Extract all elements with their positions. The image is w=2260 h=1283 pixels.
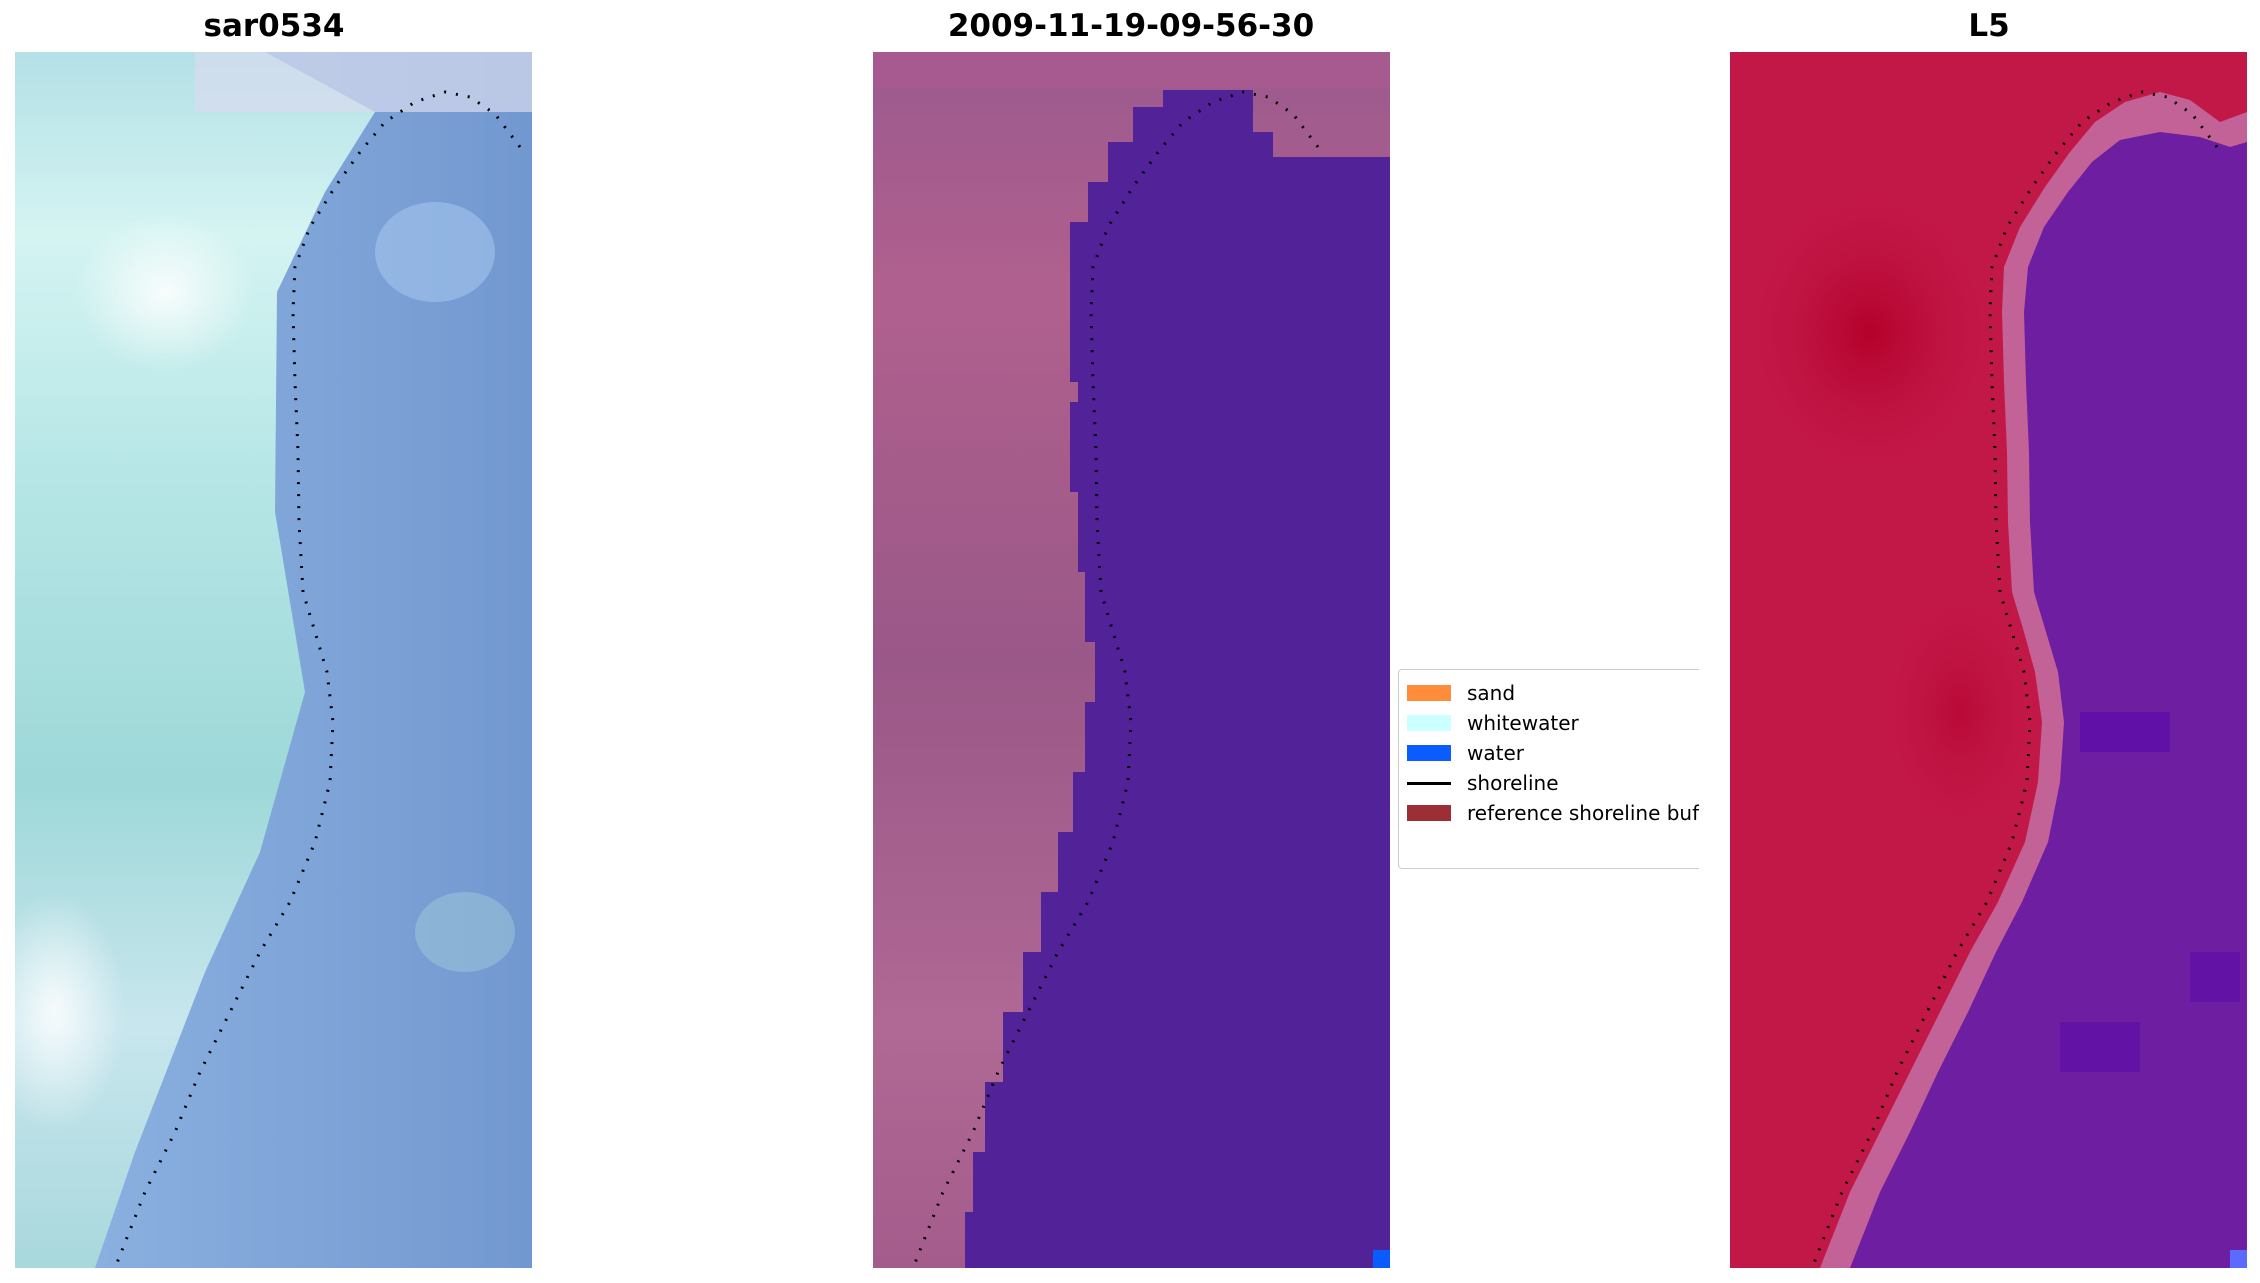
legend-label: shoreline <box>1467 771 1559 795</box>
panel-title-rgb: sar0534 <box>203 8 345 44</box>
rgb-image-panel <box>15 52 532 1268</box>
legend-swatch-reference-buffer <box>1407 805 1451 821</box>
panel-title-classified: 2009-11-19-09-56-30 <box>947 8 1315 44</box>
legend-item-shoreline: shoreline <box>1407 770 1559 796</box>
legend-item-reference-buffer: reference shoreline buffer <box>1407 800 1699 826</box>
legend-swatch-water <box>1407 745 1451 761</box>
rgb-image <box>15 52 532 1268</box>
legend: sand whitewater water shoreline referenc… <box>1398 669 1699 869</box>
index-image <box>1730 52 2247 1268</box>
legend-label: water <box>1467 741 1524 765</box>
panel-title-index: L5 <box>1968 8 2010 44</box>
legend-label: sand <box>1467 681 1516 705</box>
legend-label: reference shoreline buffer <box>1467 801 1699 825</box>
legend-swatch-sand <box>1407 685 1451 701</box>
legend-item-water: water <box>1407 740 1524 766</box>
legend-swatch-whitewater <box>1407 715 1451 731</box>
legend-item-sand: sand <box>1407 680 1515 706</box>
classified-image <box>873 52 1390 1268</box>
legend-label: whitewater <box>1467 711 1579 735</box>
classified-image-panel <box>873 52 1390 1268</box>
legend-item-whitewater: whitewater <box>1407 710 1579 736</box>
index-image-panel <box>1730 52 2247 1268</box>
legend-line-shoreline <box>1407 781 1451 785</box>
